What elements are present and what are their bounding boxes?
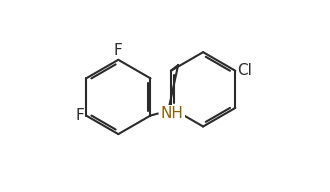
Text: Cl: Cl xyxy=(237,63,252,78)
Text: F: F xyxy=(76,108,84,123)
Text: NH: NH xyxy=(161,106,184,121)
Text: F: F xyxy=(114,43,123,58)
